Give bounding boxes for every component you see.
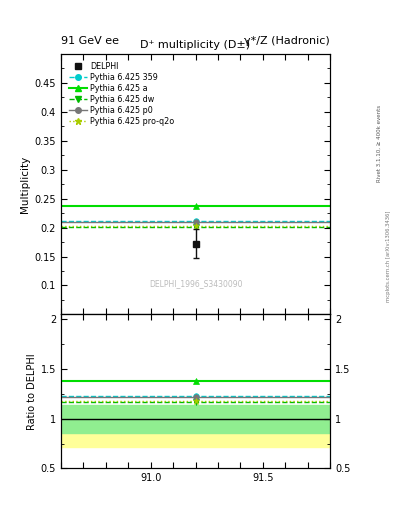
Title: D⁺ multiplicity (D±): D⁺ multiplicity (D±)	[140, 40, 251, 50]
Text: mcplots.cern.ch [arXiv:1306.3436]: mcplots.cern.ch [arXiv:1306.3436]	[386, 210, 391, 302]
Bar	[61, 405, 330, 433]
Legend: DELPHI, Pythia 6.425 359, Pythia 6.425 a, Pythia 6.425 dw, Pythia 6.425 p0, Pyth: DELPHI, Pythia 6.425 359, Pythia 6.425 a…	[68, 60, 176, 127]
Y-axis label: Ratio to DELPHI: Ratio to DELPHI	[26, 353, 37, 430]
Text: Rivet 3.1.10, ≥ 400k events: Rivet 3.1.10, ≥ 400k events	[377, 105, 382, 182]
Y-axis label: Multiplicity: Multiplicity	[20, 156, 30, 212]
Text: γ*/Z (Hadronic): γ*/Z (Hadronic)	[244, 36, 330, 46]
Text: DELPHI_1996_S3430090: DELPHI_1996_S3430090	[149, 280, 242, 288]
Text: 91 GeV ee: 91 GeV ee	[61, 36, 119, 46]
Bar	[61, 419, 330, 446]
